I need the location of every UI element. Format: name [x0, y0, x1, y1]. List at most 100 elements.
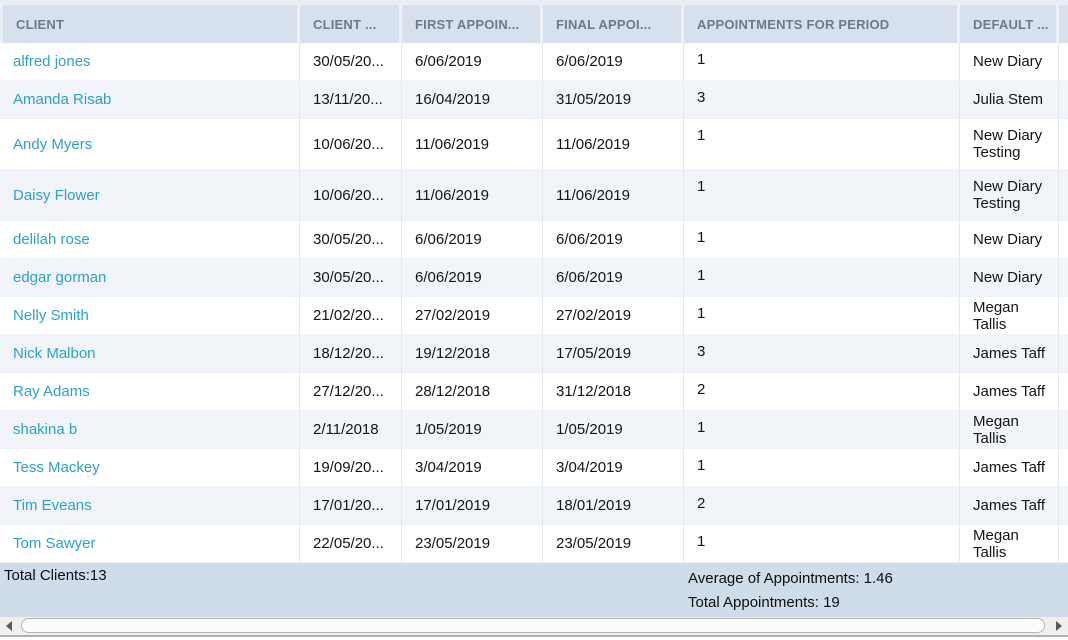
client-date-cell: 21/02/20...: [300, 297, 402, 334]
column-header-appointments-for-period-label: APPOINTMENTS FOR PERIOD: [697, 16, 890, 32]
client-date-cell: 30/05/20...: [300, 259, 402, 296]
overflow-cell: [1059, 373, 1068, 410]
client-cell[interactable]: Andy Myers: [0, 119, 300, 169]
table-row: Tim Eveans 17/01/20... 17/01/2019 18/01/…: [0, 487, 1068, 525]
appointments-count-cell: 2: [684, 487, 960, 524]
column-header-client-date[interactable]: CLIENT ...: [300, 5, 402, 43]
client-cell[interactable]: delilah rose: [0, 221, 300, 258]
client-cell[interactable]: shakina b: [0, 411, 300, 448]
final-appointment-cell: 27/02/2019: [543, 297, 684, 334]
overflow-cell: [1059, 170, 1068, 220]
scrollbar-thumb[interactable]: [21, 618, 1045, 633]
first-appointment-cell: 3/04/2019: [402, 449, 543, 486]
client-date-cell: 30/05/20...: [300, 221, 402, 258]
final-appointment-cell: 11/06/2019: [543, 170, 684, 220]
default-diary-cell: New Diary Testing: [960, 170, 1059, 220]
client-link[interactable]: alfred jones: [13, 53, 91, 70]
client-cell[interactable]: Nick Malbon: [0, 335, 300, 372]
appointments-count-cell: 3: [684, 335, 960, 372]
default-diary-cell: James Taff: [960, 335, 1059, 372]
client-link[interactable]: shakina b: [13, 421, 78, 438]
appointments-count-cell: 3: [684, 81, 960, 118]
default-diary-cell: Megan Tallis: [960, 411, 1059, 448]
appointments-count-cell: 1: [684, 411, 960, 448]
final-appointment-cell: 1/05/2019: [543, 411, 684, 448]
appointments-count-cell: 1: [684, 43, 960, 80]
default-diary-cell: New Diary: [960, 43, 1059, 80]
overflow-cell: [1059, 335, 1068, 372]
column-header-first-appointment[interactable]: FIRST APPOIN...: [402, 5, 543, 43]
client-link[interactable]: Amanda Risab: [13, 91, 112, 108]
default-diary-cell: James Taff: [960, 449, 1059, 486]
default-diary-cell: New Diary Testing: [960, 119, 1059, 169]
scroll-left-arrow-icon[interactable]: [0, 617, 18, 635]
first-appointment-cell: 17/01/2019: [402, 487, 543, 524]
table-row: Tom Sawyer 22/05/20... 23/05/2019 23/05/…: [0, 525, 1068, 563]
client-link[interactable]: Daisy Flower: [13, 186, 100, 204]
table-row: Nelly Smith 21/02/20... 27/02/2019 27/02…: [0, 297, 1068, 335]
column-header-final-appointment[interactable]: FINAL APPOI...: [543, 5, 684, 43]
overflow-cell: [1059, 487, 1068, 524]
client-cell[interactable]: Tess Mackey: [0, 449, 300, 486]
column-header-overflow: [1059, 5, 1068, 43]
appointments-count-cell: 1: [684, 525, 960, 562]
final-appointment-cell: 31/05/2019: [543, 81, 684, 118]
overflow-cell: [1059, 449, 1068, 486]
final-appointment-cell: 23/05/2019: [543, 525, 684, 562]
overflow-cell: [1059, 297, 1068, 334]
scroll-right-arrow-icon[interactable]: [1050, 617, 1068, 635]
total-clients-label: Total Clients:13: [4, 567, 107, 584]
column-header-default-label: DEFAULT ...: [973, 16, 1049, 32]
column-header-client[interactable]: CLIENT: [0, 5, 300, 43]
final-appointment-cell: 3/04/2019: [543, 449, 684, 486]
client-link[interactable]: Tom Sawyer: [13, 535, 96, 552]
appointments-count-cell: 1: [684, 297, 960, 334]
column-header-default[interactable]: DEFAULT ...: [960, 5, 1059, 43]
column-header-final-appointment-label: FINAL APPOI...: [556, 16, 652, 32]
client-link[interactable]: Nick Malbon: [13, 345, 96, 362]
summary-band: Total Clients:13 Average of Appointments…: [0, 563, 1068, 617]
client-cell[interactable]: Ray Adams: [0, 373, 300, 410]
default-diary-cell: Megan Tallis: [960, 297, 1059, 334]
client-link[interactable]: Tim Eveans: [13, 497, 92, 514]
client-cell[interactable]: Amanda Risab: [0, 81, 300, 118]
overflow-cell: [1059, 525, 1068, 562]
client-date-cell: 10/06/20...: [300, 119, 402, 169]
client-link[interactable]: edgar gorman: [13, 269, 107, 286]
client-link[interactable]: delilah rose: [13, 231, 90, 248]
client-link[interactable]: Nelly Smith: [13, 307, 89, 324]
column-header-appointments-for-period[interactable]: APPOINTMENTS FOR PERIOD: [684, 5, 960, 43]
client-link[interactable]: Tess Mackey: [13, 459, 100, 476]
first-appointment-cell: 11/06/2019: [402, 170, 543, 220]
table-row: alfred jones 30/05/20... 6/06/2019 6/06/…: [0, 43, 1068, 81]
client-date-cell: 18/12/20...: [300, 335, 402, 372]
final-appointment-cell: 6/06/2019: [543, 259, 684, 296]
client-date-cell: 22/05/20...: [300, 525, 402, 562]
client-date-cell: 27/12/20...: [300, 373, 402, 410]
final-appointment-cell: 6/06/2019: [543, 221, 684, 258]
client-date-cell: 2/11/2018: [300, 411, 402, 448]
appointments-count-cell: 1: [684, 119, 960, 169]
horizontal-scrollbar[interactable]: [0, 617, 1068, 637]
client-cell[interactable]: edgar gorman: [0, 259, 300, 296]
table-body: alfred jones 30/05/20... 6/06/2019 6/06/…: [0, 43, 1068, 563]
client-link[interactable]: Ray Adams: [13, 383, 90, 400]
client-cell[interactable]: Tim Eveans: [0, 487, 300, 524]
overflow-cell: [1059, 259, 1068, 296]
client-link[interactable]: Andy Myers: [13, 135, 93, 153]
client-cell[interactable]: Daisy Flower: [0, 170, 300, 220]
total-appointments-label: Total Appointments: 19: [688, 594, 840, 611]
appointments-count-cell: 1: [684, 259, 960, 296]
table-row: shakina b 2/11/2018 1/05/2019 1/05/2019 …: [0, 411, 1068, 449]
first-appointment-cell: 27/02/2019: [402, 297, 543, 334]
first-appointment-cell: 6/06/2019: [402, 259, 543, 296]
client-cell[interactable]: alfred jones: [0, 43, 300, 80]
first-appointment-cell: 19/12/2018: [402, 335, 543, 372]
client-cell[interactable]: Nelly Smith: [0, 297, 300, 334]
first-appointment-cell: 23/05/2019: [402, 525, 543, 562]
client-cell[interactable]: Tom Sawyer: [0, 525, 300, 562]
average-appointments-label: Average of Appointments: 1.46: [688, 570, 893, 587]
first-appointment-cell: 1/05/2019: [402, 411, 543, 448]
table-row: Ray Adams 27/12/20... 28/12/2018 31/12/2…: [0, 373, 1068, 411]
